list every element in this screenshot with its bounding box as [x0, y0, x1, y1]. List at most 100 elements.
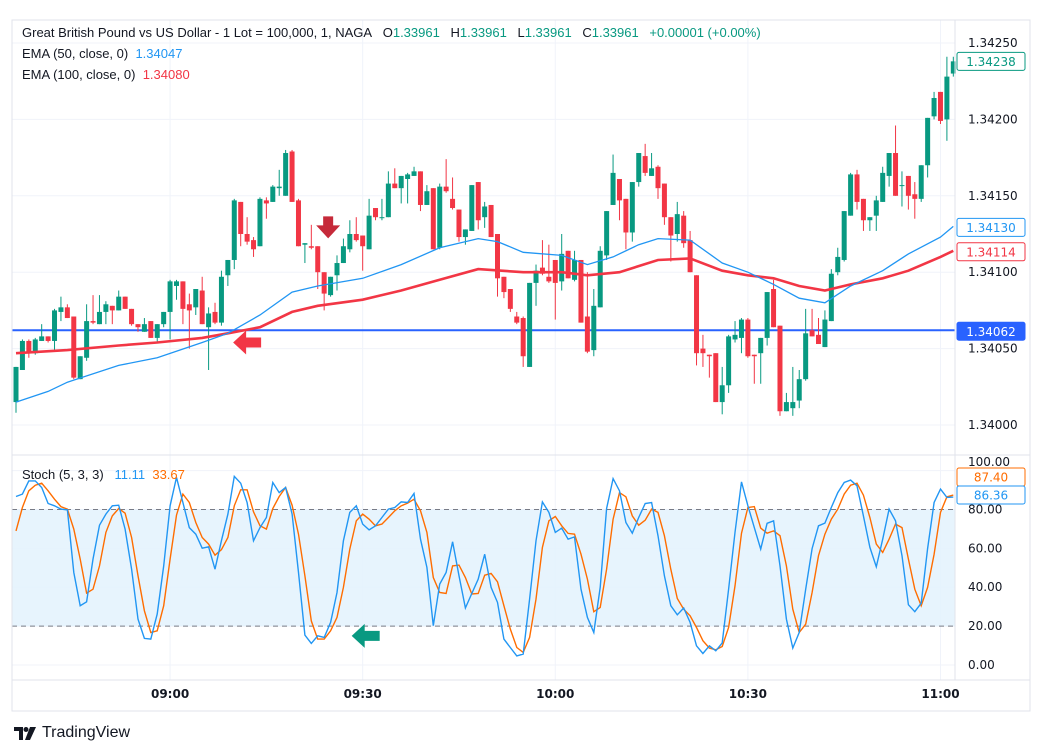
- candle: [655, 165, 661, 199]
- ema100-value: 1.34080: [142, 67, 190, 82]
- candle-body: [141, 324, 147, 332]
- candle: [71, 316, 77, 380]
- candle: [867, 217, 873, 231]
- arrow-left-icon[interactable]: [351, 623, 380, 648]
- tradingview-logo-icon: [14, 726, 36, 740]
- candle-body: [456, 209, 462, 238]
- candle: [816, 318, 821, 345]
- candle: [392, 168, 398, 189]
- tradingview-logo[interactable]: TradingView: [14, 724, 130, 742]
- candle-body: [937, 91, 943, 121]
- candle-body: [19, 340, 25, 370]
- candle: [231, 198, 237, 270]
- candle-body: [135, 324, 141, 328]
- candle: [77, 356, 83, 380]
- horizontal-line-tag-text: 1.34062: [966, 325, 1016, 339]
- candle: [295, 198, 301, 247]
- candle: [251, 237, 257, 257]
- candle-body: [148, 321, 154, 338]
- candle: [828, 269, 834, 322]
- candle-body: [302, 243, 308, 245]
- candle: [109, 305, 115, 325]
- candle-body: [193, 289, 199, 308]
- candle: [334, 255, 340, 291]
- candle: [764, 292, 770, 346]
- candle: [944, 56, 950, 141]
- ema100-legend[interactable]: EMA (100, close, 0) 1.34080: [22, 67, 190, 83]
- candle-body: [347, 234, 353, 250]
- candle: [629, 182, 635, 242]
- candle: [270, 185, 276, 202]
- candle-body: [450, 198, 456, 209]
- candle-body: [122, 296, 128, 309]
- candle: [848, 172, 854, 216]
- candle-body: [828, 273, 834, 322]
- candle-body: [360, 235, 366, 247]
- candle: [623, 198, 629, 250]
- candle-body: [398, 175, 404, 189]
- arrow-down-icon[interactable]: [316, 216, 341, 239]
- candle-body: [880, 172, 886, 202]
- candle: [244, 217, 250, 245]
- candle: [289, 149, 295, 202]
- candle-body: [661, 183, 667, 218]
- candle: [841, 211, 847, 262]
- stoch-d-tag: 87.40: [956, 467, 1026, 487]
- candle: [918, 165, 924, 202]
- candle-body: [32, 339, 38, 354]
- stoch-legend[interactable]: Stoch (5, 3, 3) 11.11 33.67: [22, 467, 185, 483]
- arrow-left-icon[interactable]: [233, 330, 262, 355]
- candle: [315, 246, 321, 290]
- candle-body: [129, 308, 135, 325]
- candle: [379, 198, 385, 221]
- candle-body: [276, 186, 282, 189]
- candle: [719, 366, 725, 415]
- candle: [347, 220, 353, 253]
- candle: [385, 171, 391, 218]
- candle: [141, 318, 147, 332]
- candle-body: [77, 356, 83, 380]
- candle: [174, 279, 179, 300]
- candle: [931, 91, 937, 120]
- candle-body: [758, 337, 764, 354]
- low-label: L: [517, 25, 525, 40]
- candle: [912, 182, 918, 219]
- candle-body: [944, 76, 950, 120]
- candle: [527, 282, 533, 367]
- ema50-value: 1.34047: [135, 46, 183, 61]
- candle-body: [719, 385, 725, 403]
- candle: [514, 311, 520, 325]
- candle-body: [469, 185, 475, 231]
- candle-body: [270, 186, 276, 202]
- candle: [873, 195, 879, 231]
- price-tick-label: 1.34000: [968, 418, 1018, 432]
- high-value: 1.33961: [459, 25, 507, 40]
- candle-body: [745, 319, 751, 357]
- candle-body: [206, 313, 212, 328]
- candle: [950, 56, 956, 77]
- candle: [732, 321, 738, 343]
- candle-body: [373, 208, 379, 218]
- candle-body: [848, 174, 854, 216]
- candle: [893, 125, 899, 196]
- candle: [283, 149, 289, 196]
- candle: [212, 302, 218, 325]
- candle-body: [899, 185, 905, 187]
- candle-body: [539, 267, 545, 274]
- candle-body: [873, 200, 879, 216]
- price-tick-label: 1.34200: [968, 112, 1018, 126]
- ema50-legend[interactable]: EMA (50, close, 0) 1.34047: [22, 46, 182, 62]
- chart-frame: [11, 19, 1031, 712]
- candle-body: [912, 194, 918, 199]
- candle-body: [283, 153, 289, 196]
- candle-body: [424, 191, 430, 205]
- candle-body: [244, 234, 250, 242]
- candle-body: [835, 256, 841, 273]
- candle: [899, 171, 905, 207]
- candle-body: [841, 211, 847, 260]
- candle-body: [950, 61, 956, 74]
- candle: [328, 276, 334, 297]
- symbol-title: Great British Pound vs US Dollar - 1 Lot…: [22, 25, 373, 40]
- axes: 1.34000 1.34050 1.34100 1.34150 1.34200 1.342…: [151, 36, 1018, 701]
